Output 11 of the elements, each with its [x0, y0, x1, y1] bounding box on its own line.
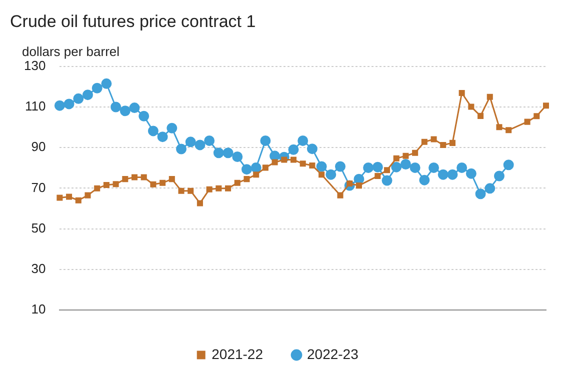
- y-tick-label: 70: [31, 180, 46, 195]
- y-tick-label: 50: [31, 220, 46, 236]
- y-tick-label: 130: [24, 58, 46, 73]
- y-tick-label: 30: [31, 260, 46, 276]
- y-tick-label: 90: [31, 139, 46, 154]
- legend-label: 2021-22: [212, 346, 264, 362]
- y-tick-label: 10: [31, 302, 46, 317]
- legend-label: 2022-23: [307, 346, 359, 362]
- y-tick-label: 110: [24, 98, 46, 114]
- y-axis-title: dollars per barrel: [22, 44, 120, 59]
- chart-title: Crude oil futures price contract 1: [10, 12, 256, 31]
